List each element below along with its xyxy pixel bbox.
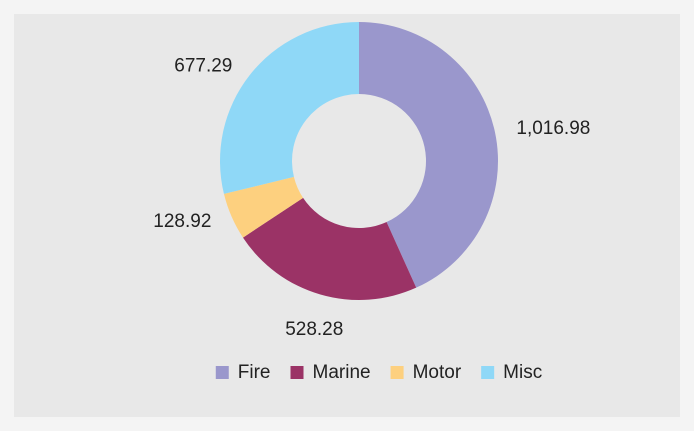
donut-slice xyxy=(223,176,304,238)
legend-swatch xyxy=(290,366,304,379)
data-label: 128.92 xyxy=(153,211,211,232)
legend-swatch xyxy=(481,366,495,379)
donut-slice xyxy=(242,197,417,301)
data-label: 677.29 xyxy=(174,55,232,76)
data-label: 528.28 xyxy=(285,319,343,340)
legend-label: Marine xyxy=(313,362,371,383)
legend-swatch xyxy=(390,366,404,379)
donut-slice xyxy=(359,22,499,288)
data-label: 1,016.98 xyxy=(516,118,590,139)
legend-label: Misc xyxy=(503,362,542,383)
legend-swatch xyxy=(215,366,229,379)
legend-label: Motor xyxy=(413,362,462,383)
legend-label: Fire xyxy=(238,362,271,383)
donut-slice xyxy=(220,22,359,194)
